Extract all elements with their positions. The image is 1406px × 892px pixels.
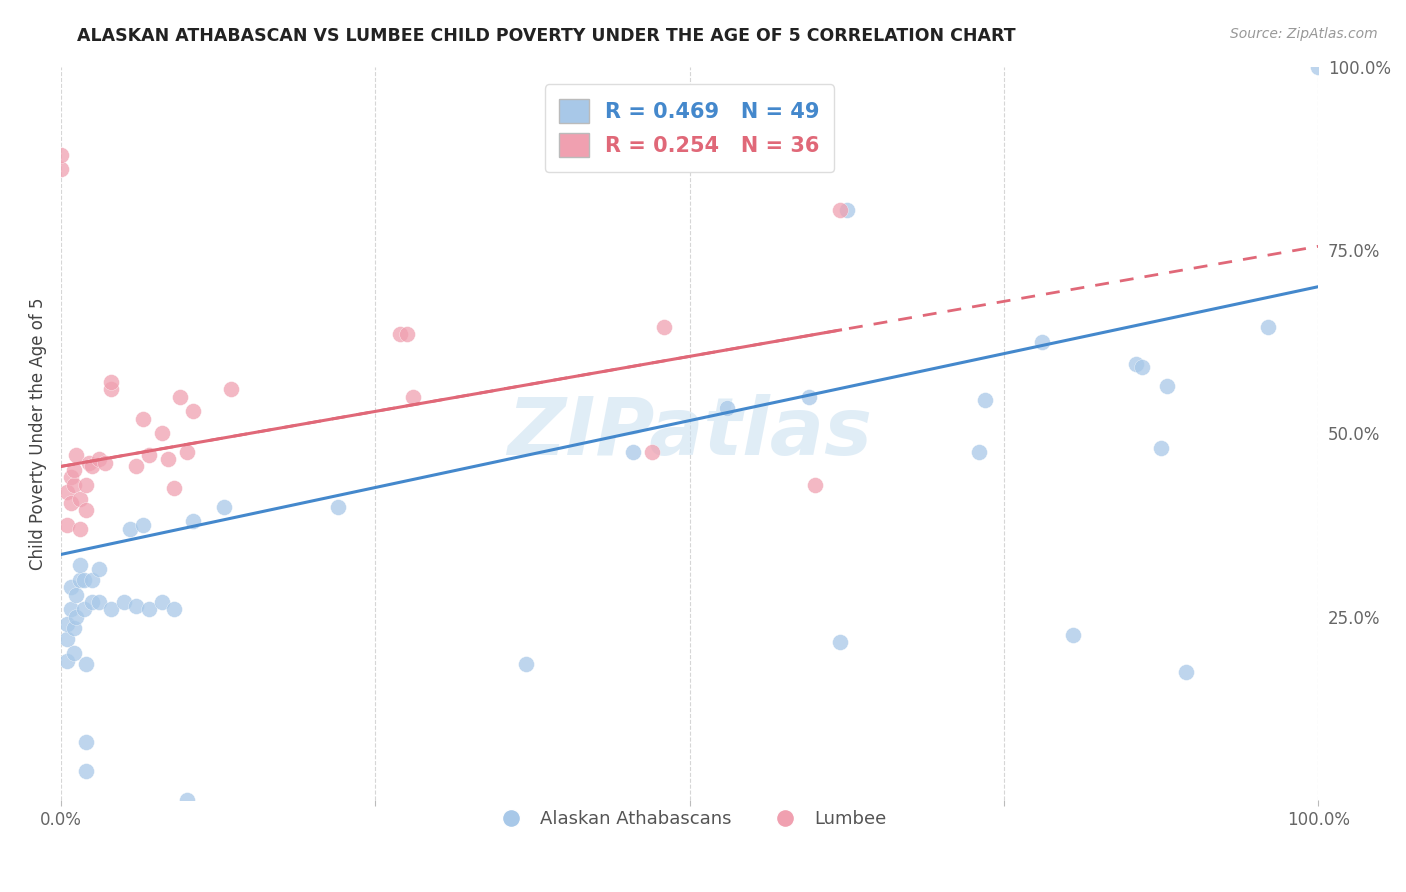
Point <box>835 202 858 217</box>
Point <box>716 401 738 415</box>
Point <box>1130 360 1153 375</box>
Legend: Alaskan Athabascans, Lumbee: Alaskan Athabascans, Lumbee <box>485 803 894 835</box>
Point <box>62 647 84 661</box>
Point <box>1062 628 1084 642</box>
Point <box>75 477 97 491</box>
Point <box>82 459 104 474</box>
Point <box>62 463 84 477</box>
Point <box>49 162 72 177</box>
Point <box>75 764 97 778</box>
Point <box>150 426 173 441</box>
Point <box>1125 357 1147 371</box>
Point <box>69 522 91 536</box>
Point <box>326 500 349 514</box>
Point <box>181 404 204 418</box>
Point <box>163 482 186 496</box>
Point <box>131 411 153 425</box>
Point <box>120 522 142 536</box>
Point <box>87 452 110 467</box>
Point <box>100 602 122 616</box>
Point <box>214 500 236 514</box>
Point <box>219 383 242 397</box>
Point <box>56 654 79 668</box>
Point <box>94 456 117 470</box>
Point <box>65 609 87 624</box>
Point <box>72 602 94 616</box>
Point <box>62 621 84 635</box>
Point <box>100 375 122 389</box>
Point <box>515 657 537 672</box>
Point <box>169 390 191 404</box>
Point <box>60 602 83 616</box>
Point <box>1031 334 1053 349</box>
Point <box>69 558 91 573</box>
Point <box>1156 378 1178 392</box>
Point <box>1175 665 1198 679</box>
Point <box>125 459 148 474</box>
Point <box>69 573 91 587</box>
Point <box>56 617 79 632</box>
Point <box>974 393 997 408</box>
Point <box>87 562 110 576</box>
Point <box>176 444 198 458</box>
Point <box>56 485 79 500</box>
Point <box>1150 441 1173 455</box>
Point <box>967 444 990 458</box>
Point <box>138 602 160 616</box>
Point <box>87 595 110 609</box>
Point <box>138 449 160 463</box>
Point <box>56 632 79 646</box>
Point <box>75 657 97 672</box>
Point <box>131 518 153 533</box>
Point <box>797 390 820 404</box>
Point <box>181 515 204 529</box>
Text: ALASKAN ATHABASCAN VS LUMBEE CHILD POVERTY UNDER THE AGE OF 5 CORRELATION CHART: ALASKAN ATHABASCAN VS LUMBEE CHILD POVER… <box>77 27 1017 45</box>
Point <box>1257 320 1279 334</box>
Point <box>60 581 83 595</box>
Point <box>72 573 94 587</box>
Point <box>125 599 148 613</box>
Point <box>156 452 179 467</box>
Point <box>1308 60 1330 74</box>
Point <box>100 383 122 397</box>
Point <box>62 477 84 491</box>
Point <box>75 503 97 517</box>
Text: Source: ZipAtlas.com: Source: ZipAtlas.com <box>1230 27 1378 41</box>
Point <box>389 327 412 342</box>
Point <box>60 470 83 484</box>
Point <box>150 595 173 609</box>
Point <box>830 635 852 649</box>
Point <box>402 390 425 404</box>
Point <box>830 202 852 217</box>
Point <box>395 327 418 342</box>
Point <box>804 477 827 491</box>
Point <box>65 449 87 463</box>
Point <box>69 492 91 507</box>
Point <box>77 456 100 470</box>
Point <box>654 320 676 334</box>
Y-axis label: Child Poverty Under the Age of 5: Child Poverty Under the Age of 5 <box>30 297 46 570</box>
Point <box>82 573 104 587</box>
Point <box>49 147 72 161</box>
Point <box>75 734 97 748</box>
Point <box>56 518 79 533</box>
Point <box>112 595 135 609</box>
Point <box>621 444 644 458</box>
Point <box>60 496 83 510</box>
Point <box>163 602 186 616</box>
Point <box>82 595 104 609</box>
Point <box>176 793 198 807</box>
Text: ZIPatlas: ZIPatlas <box>508 394 872 473</box>
Point <box>65 588 87 602</box>
Point <box>641 444 664 458</box>
